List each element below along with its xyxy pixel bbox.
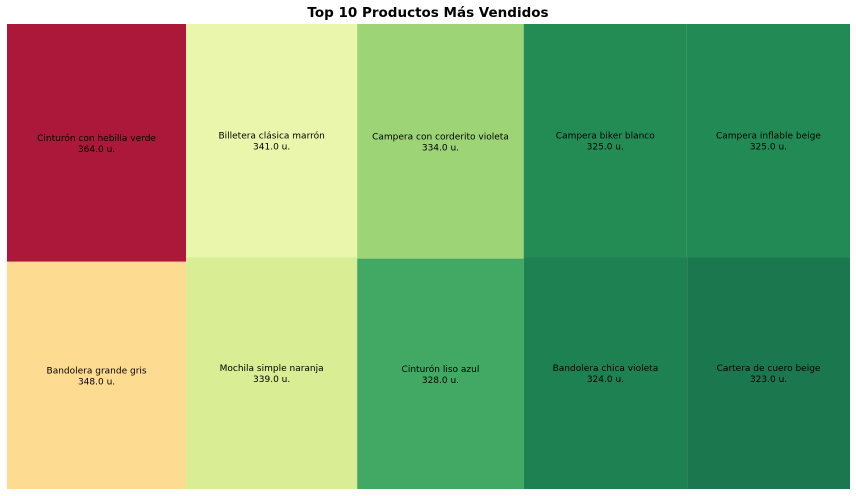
tile-label: Campera con corderito violeta bbox=[372, 132, 509, 142]
tile-value: 328.0 u. bbox=[422, 376, 459, 386]
tile-label: Bandolera grande gris bbox=[47, 366, 147, 376]
treemap-rect bbox=[687, 257, 850, 489]
tile-label: Cinturón con hebilla verde bbox=[37, 133, 156, 144]
treemap-rect bbox=[686, 24, 850, 258]
tile-label: Billetera clásica marrón bbox=[218, 131, 324, 142]
tile-value: 334.0 u. bbox=[422, 143, 459, 153]
tile-label: Cartera de cuero beige bbox=[717, 364, 821, 374]
tile-value: 323.0 u. bbox=[750, 375, 787, 385]
chart-title: Top 10 Productos Más Vendidos bbox=[307, 5, 549, 21]
tile-value: 341.0 u. bbox=[253, 143, 290, 153]
treemap-rect bbox=[357, 258, 524, 489]
tile-label: Mochila simple naranja bbox=[220, 364, 324, 374]
tile-label: Bandolera chica violeta bbox=[553, 364, 659, 374]
treemap-rect bbox=[523, 257, 688, 489]
treemap-rect bbox=[357, 24, 524, 259]
treemap-rect bbox=[186, 257, 358, 489]
treemap-rect bbox=[7, 24, 187, 262]
tile-value: 348.0 u. bbox=[78, 377, 115, 387]
tile-label: Campera biker blanco bbox=[556, 132, 655, 142]
tile-value: 325.0 u. bbox=[587, 143, 624, 153]
tile-value: 364.0 u. bbox=[78, 145, 115, 155]
treemap-rect bbox=[523, 24, 687, 258]
tile-value: 324.0 u. bbox=[587, 375, 624, 385]
tile-value: 325.0 u. bbox=[750, 143, 787, 153]
tile-label: Cinturón liso azul bbox=[402, 364, 480, 375]
treemap-rect bbox=[7, 261, 187, 489]
tile-value: 339.0 u. bbox=[253, 375, 290, 385]
treemap-rect bbox=[186, 24, 358, 258]
tile-label: Campera inflable beige bbox=[716, 132, 821, 142]
